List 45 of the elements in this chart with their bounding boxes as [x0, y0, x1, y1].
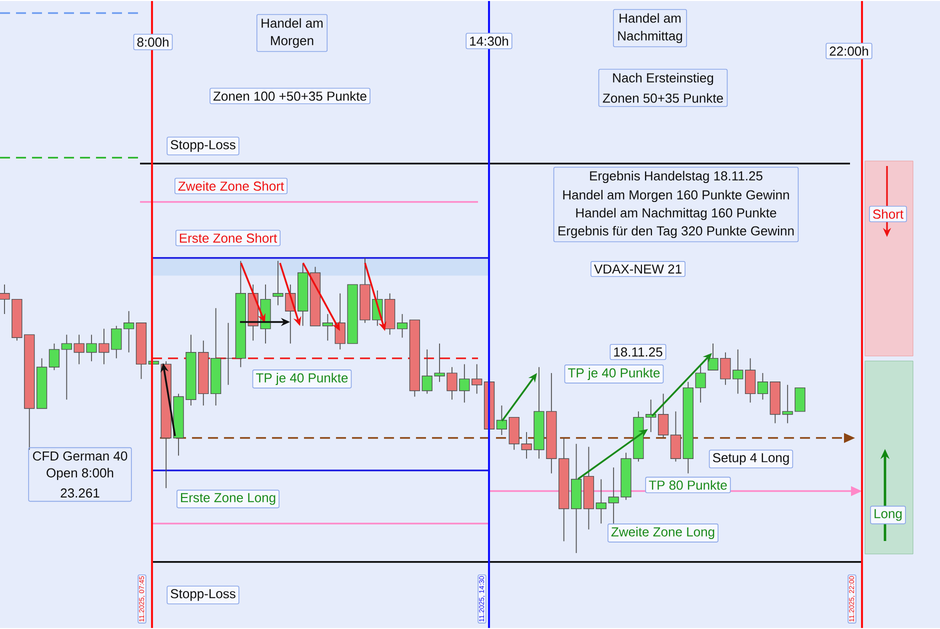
ref-line-label: Stopp-Loss [170, 140, 236, 152]
annotation: CFD German 40 [32, 451, 128, 461]
text: Nachmittag [618, 30, 682, 44]
candlestick [61, 334, 72, 400]
ref-line-label: Stopp-Loss [170, 589, 236, 601]
text: Morgen [271, 36, 314, 48]
candlestick [658, 393, 669, 438]
text: Long [874, 509, 902, 521]
annotation: TP je 40 Punkte [256, 372, 348, 386]
ref-line-label: Erste Zone Short [180, 233, 278, 243]
annotation: 18.11.25 [614, 347, 662, 357]
candlestick [496, 405, 508, 436]
candlestick [222, 322, 234, 386]
candlestick [744, 358, 756, 404]
ref-line-label: Erste Zone Long [181, 493, 276, 505]
text: Nach Ersteinstieg [613, 72, 714, 86]
text: Short [873, 209, 904, 219]
annotation: Zweite Zone Long [611, 526, 714, 540]
candlestick [596, 478, 606, 524]
candlestick [695, 364, 706, 404]
annotation: TP je 40 Punkte [568, 368, 660, 380]
ref-line-label: Zweite Zone Short [178, 181, 284, 191]
annotation: Open 8:00h [46, 468, 114, 480]
text: Ergebnis für den Tag 320 Punkte Gewinn [558, 226, 794, 238]
annotation: 23.261 [60, 488, 100, 498]
text: Handel am [620, 13, 681, 23]
candlestick [123, 310, 134, 353]
candlestick [48, 343, 60, 371]
text: Handel am [262, 18, 323, 28]
text: Ergebnis Handelstag 18.11.25 [590, 170, 762, 184]
text: Handel am Nachmittag 160 Punkte [576, 208, 776, 220]
candlestick [472, 364, 482, 394]
text: 8:00h [137, 37, 168, 47]
text: Handel am Morgen 160 Punkte Gewinn [563, 190, 789, 202]
text: Zonen 50+35 Punkte [602, 93, 723, 103]
annotation: TP 80 Punkte [648, 480, 727, 490]
annotation: Setup 4 Long [712, 453, 789, 465]
annotation: VDAX-NEW 21 [594, 264, 682, 274]
candlestick [322, 314, 334, 342]
candlestick [757, 372, 768, 400]
candlestick [670, 410, 682, 462]
candlestick [396, 314, 408, 338]
text: Zonen 100 +50+35 Punkte [213, 91, 366, 101]
text: 14:30h [470, 36, 508, 46]
text: 22:00h [830, 46, 868, 56]
